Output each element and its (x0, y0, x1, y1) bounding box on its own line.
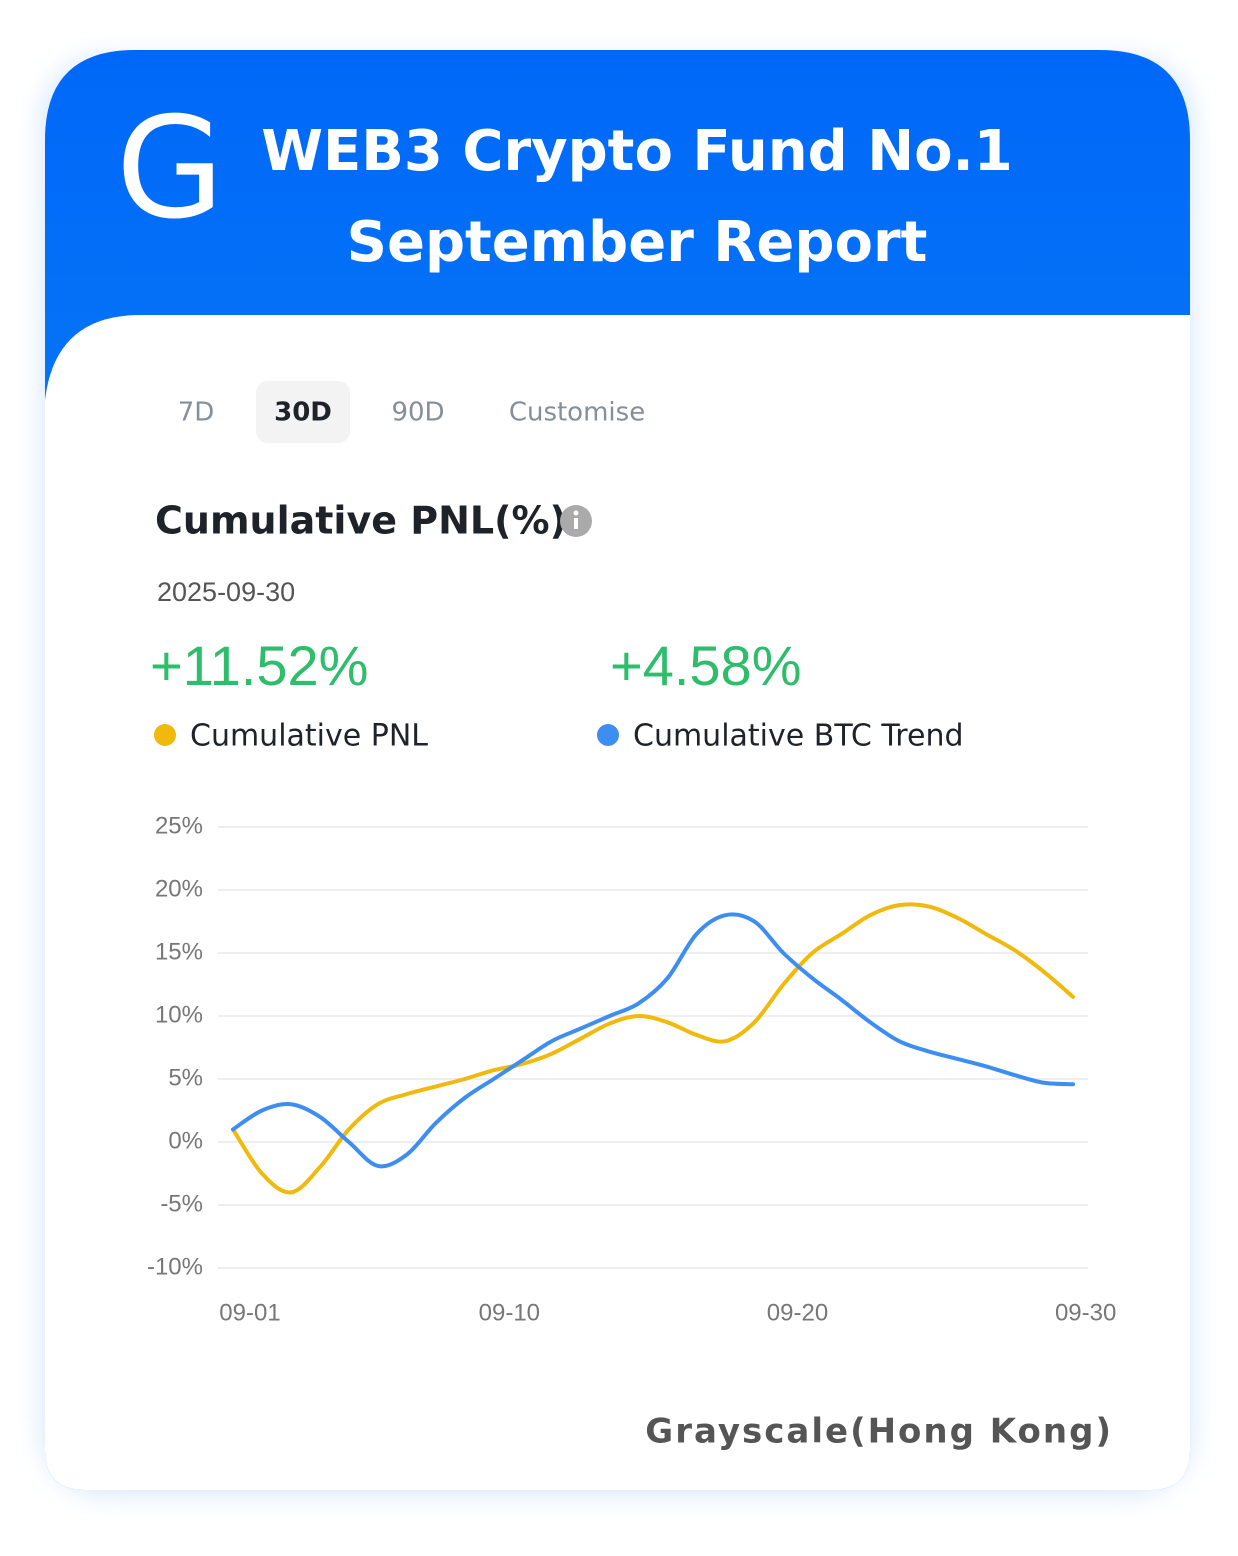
chart-title: Cumulative PNL(%) (155, 499, 567, 543)
summary-value: +11.52% (150, 634, 368, 697)
chart-date: 2025-09-30 (157, 577, 295, 607)
series-line (231, 902, 1075, 1195)
x-tick-label: 09-10 (479, 1299, 540, 1326)
y-tick-label: -5% (160, 1190, 203, 1217)
tab[interactable]: Customise (509, 398, 645, 428)
header-title: WEB3 Crypto Fund No.1 (261, 119, 1013, 184)
y-tick-label: 10% (155, 1001, 203, 1028)
legend-dot (154, 724, 176, 746)
x-tick-label: 09-20 (767, 1299, 828, 1326)
y-tick-label: 0% (168, 1127, 203, 1154)
series-line (231, 912, 1075, 1169)
y-tick-label: 15% (155, 938, 203, 965)
y-tick-label: 5% (168, 1064, 203, 1091)
legend-dot (597, 724, 619, 746)
tab[interactable]: 7D (178, 398, 215, 428)
x-tick-label: 09-01 (219, 1299, 280, 1326)
tabs: 7D 30D 90D Customise (178, 381, 645, 443)
footer: Grayscale(Hong Kong) (645, 1412, 1113, 1452)
legend: Cumulative PNL Cumulative BTC Trend (154, 719, 964, 754)
info-icon (560, 505, 592, 537)
tab[interactable]: 90D (391, 398, 444, 428)
x-tick-label: 09-30 (1055, 1299, 1116, 1326)
tab[interactable]: 30D (274, 398, 332, 428)
header-subtitle: September Report (347, 210, 928, 275)
y-tick-label: 20% (155, 875, 203, 902)
tab-selected-bg (256, 381, 350, 443)
summary-value: +4.58% (610, 634, 802, 697)
logo: G (116, 88, 225, 251)
legend-label: Cumulative PNL (190, 719, 428, 754)
card-body (45, 315, 1190, 1490)
legend-label: Cumulative BTC Trend (633, 719, 964, 754)
y-tick-label: -10% (147, 1253, 203, 1280)
y-tick-label: 25% (155, 812, 203, 839)
plot: -10% -5% 0% 5% 10% 15% 20% 25% 09-01 09-10 09-20 09… (147, 812, 1116, 1326)
